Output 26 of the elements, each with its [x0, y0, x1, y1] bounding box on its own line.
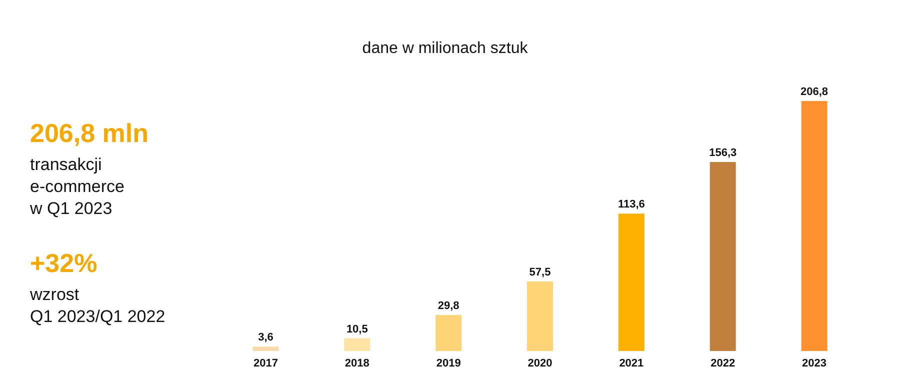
bar	[436, 314, 462, 351]
x-tick-label: 2018	[344, 358, 370, 370]
bar	[710, 162, 736, 351]
text: transakcji e-commerce w Q1 2023	[29, 155, 124, 218]
bar	[344, 338, 370, 351]
bar	[618, 214, 644, 351]
text: 206,8 mln	[30, 118, 149, 148]
data-label: 10,5	[346, 323, 368, 336]
bar	[252, 346, 279, 351]
data-label: 29,8	[438, 300, 460, 312]
x-tick-label: 2017	[253, 358, 278, 370]
text: wzrost Q1 2023/Q1 2022	[29, 285, 166, 326]
x-tick-label: 2019	[436, 358, 461, 370]
chart-title: dane w milionach sztuk	[362, 40, 529, 57]
text: +32%	[30, 248, 98, 278]
data-label: 57,5	[529, 266, 551, 278]
x-tick-label: 2020	[528, 358, 552, 370]
data-label: 156,3	[709, 147, 737, 160]
data-label: 3,6	[258, 332, 274, 344]
x-tick-label: 2023	[802, 358, 827, 370]
x-tick-label: 2022	[710, 358, 736, 370]
bar	[527, 281, 553, 351]
data-label: 113,6	[618, 198, 645, 211]
bar	[801, 101, 828, 351]
x-tick-label: 2021	[619, 358, 644, 370]
data-label: 206,8	[800, 86, 828, 98]
